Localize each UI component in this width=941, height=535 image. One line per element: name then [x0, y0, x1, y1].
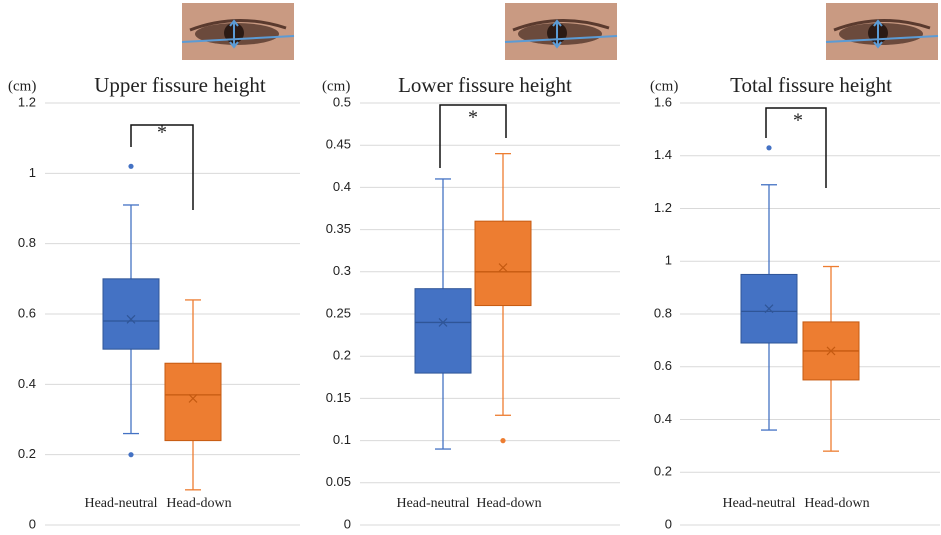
- y-unit: (cm): [322, 78, 350, 94]
- x-tick-label: Head-neutral: [84, 496, 157, 511]
- y-tick-label: 0.2: [333, 348, 351, 363]
- y-tick-label: 0: [344, 516, 351, 531]
- x-tick-label: Head-neutral: [722, 496, 795, 511]
- chart-title: Lower fissure height: [398, 73, 572, 97]
- y-tick-label: 0.45: [326, 137, 351, 152]
- chart-title: Upper fissure height: [94, 73, 266, 97]
- chart-title: Total fissure height: [730, 73, 892, 97]
- y-tick-label: 0.1: [333, 432, 351, 447]
- eye-photo: [505, 3, 617, 60]
- x-tick-label: Head-down: [804, 496, 869, 511]
- y-tick-label: 0.2: [18, 446, 36, 461]
- chart: (cm) Upper fissure height 0 0.2 0.4 0.6 0.8 1 1.…: [0, 0, 941, 535]
- x-tick-label: Head-down: [166, 496, 231, 511]
- significance-mark: *: [157, 122, 167, 144]
- y-tick-label: 0.3: [333, 263, 351, 278]
- y-tick-label: 1.6: [654, 94, 672, 109]
- y-tick-label: 1.4: [654, 147, 672, 162]
- y-tick-label: 0.4: [18, 376, 36, 391]
- y-tick-label: 0.15: [326, 390, 351, 405]
- y-tick-label: 0.2: [654, 464, 672, 479]
- outlier: [128, 452, 133, 457]
- y-tick-label: 0.4: [654, 411, 672, 426]
- y-tick-label: 0.25: [326, 305, 351, 320]
- box: [103, 279, 159, 349]
- box: [475, 221, 531, 305]
- outlier: [500, 438, 505, 443]
- y-unit: (cm): [650, 78, 678, 94]
- box: [415, 289, 471, 373]
- y-tick-label: 0.4: [333, 179, 351, 194]
- y-tick-label: 1: [665, 253, 672, 268]
- y-tick-label: 0.6: [18, 305, 36, 320]
- y-tick-label: 1.2: [18, 94, 36, 109]
- y-tick-label: 0.8: [18, 235, 36, 250]
- x-tick-label: Head-down: [476, 496, 541, 511]
- y-tick-label: 0.5: [333, 94, 351, 109]
- y-tick-label: 1: [29, 165, 36, 180]
- y-tick-label: 0: [665, 516, 672, 531]
- eye-photo: [182, 3, 294, 60]
- outlier: [128, 164, 133, 169]
- eye-photo: [826, 3, 938, 60]
- y-tick-label: 0: [29, 516, 36, 531]
- x-tick-label: Head-neutral: [396, 496, 469, 511]
- significance-mark: *: [468, 107, 478, 129]
- y-tick-label: 0.8: [654, 305, 672, 320]
- y-tick-label: 0.35: [326, 221, 351, 236]
- significance-mark: *: [793, 110, 803, 132]
- y-tick-label: 0.6: [654, 358, 672, 373]
- y-tick-label: 0.05: [326, 474, 351, 489]
- y-tick-label: 1.2: [654, 200, 672, 215]
- outlier: [766, 145, 771, 150]
- box: [165, 363, 221, 440]
- y-unit: (cm): [8, 78, 36, 94]
